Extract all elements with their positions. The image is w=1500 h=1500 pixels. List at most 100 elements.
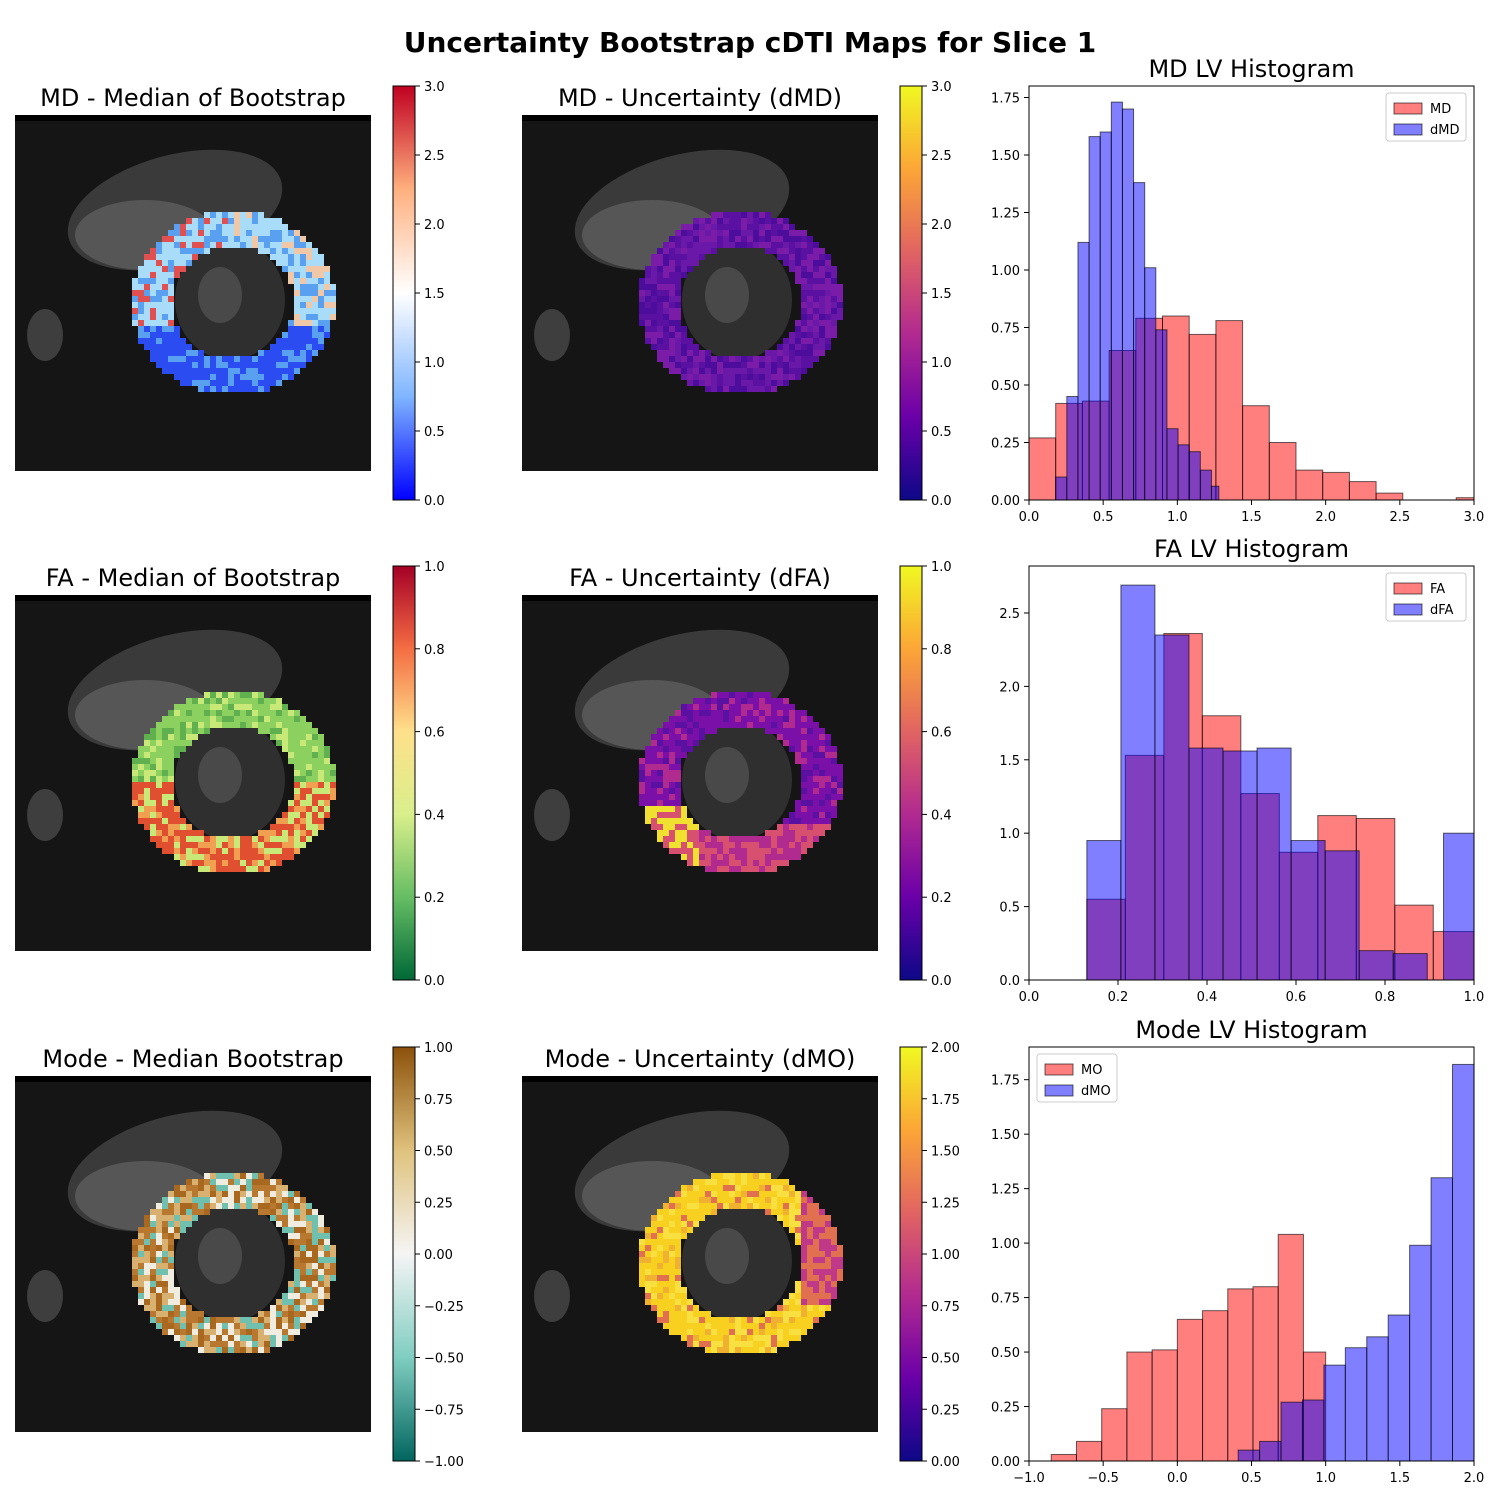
histogram-bar xyxy=(1133,182,1146,501)
colorbar-tick-label: 1.25 xyxy=(931,1196,960,1211)
map-panel: Mode - Median Bootstrap −1.00 −0.75 −0.50 −0… xyxy=(15,1041,464,1470)
colorbar-tick-label: 1.5 xyxy=(931,287,952,302)
histogram-bar xyxy=(1392,953,1428,981)
legend-swatch xyxy=(1393,582,1423,595)
x-tick-label: 1.5 xyxy=(1241,510,1262,525)
histogram-bar xyxy=(1301,1399,1325,1462)
y-tick-label: 1.5 xyxy=(999,754,1020,769)
legend-label: dFA xyxy=(1430,603,1454,618)
figure-title: Uncertainty Bootstrap cDTI Maps for Slic… xyxy=(404,26,1096,59)
colorbar-tick-label: 0.5 xyxy=(424,425,445,440)
histogram-series-dMO xyxy=(1237,1063,1475,1462)
legend-swatch xyxy=(1393,102,1423,115)
histogram-series-dMD xyxy=(1055,101,1220,501)
y-tick-label: 0.75 xyxy=(991,1292,1020,1307)
legend-label: dMO xyxy=(1081,1084,1111,1099)
chart-title: Mode LV Histogram xyxy=(1135,1016,1367,1044)
histogram-bar xyxy=(1268,442,1297,501)
colorbar-tick-label: 1.0 xyxy=(424,356,445,371)
histogram-bar xyxy=(1144,267,1157,501)
y-tick-label: 0.25 xyxy=(991,1401,1020,1416)
histogram-bar xyxy=(1323,1364,1346,1462)
histogram-bar xyxy=(1430,1177,1453,1462)
x-tick-label: 0.8 xyxy=(1375,990,1396,1005)
colorbar-tick-label: 1.5 xyxy=(424,287,445,302)
histogram-bar xyxy=(1259,1440,1282,1462)
y-tick-label: 0.00 xyxy=(991,1455,1020,1470)
legend-swatch xyxy=(1044,1063,1074,1076)
y-tick-label: 1.00 xyxy=(991,1237,1020,1252)
colorbar-tick-label: −0.75 xyxy=(424,1403,464,1418)
colorbar-tick-label: 1.0 xyxy=(424,560,445,575)
y-tick-label: 0.75 xyxy=(991,322,1020,337)
colorbar-tick-label: 1.0 xyxy=(931,356,952,371)
map-panel: MD - Uncertainty (dMD) 0.0 0.5 1.0 1.5 2.0 2.5… xyxy=(522,80,952,509)
map-panel: MD - Median of Bootstrap 0.0 0.5 1.0 1.5 2.0 2… xyxy=(15,80,445,509)
y-tick-label: 1.50 xyxy=(991,1128,1020,1143)
histogram-bar xyxy=(1443,832,1475,981)
x-tick-label: −0.5 xyxy=(1087,1471,1119,1486)
lv-ring-map xyxy=(132,212,336,392)
histogram-bar xyxy=(1290,840,1326,981)
colorbar-tick-label: 0.25 xyxy=(424,1196,453,1211)
histogram-bar xyxy=(1101,1408,1128,1462)
histogram-bar xyxy=(1256,747,1292,981)
colorbar-tick-label: −0.50 xyxy=(424,1352,464,1367)
map-title: FA - Uncertainty (dFA) xyxy=(569,564,831,592)
colorbar-tick-label: 1.50 xyxy=(931,1145,960,1160)
x-tick-label: 0.0 xyxy=(1019,990,1040,1005)
histogram-bar xyxy=(1055,476,1068,501)
map-title: Mode - Uncertainty (dMO) xyxy=(545,1045,856,1073)
colorbar-tick-label: 0.8 xyxy=(424,643,445,658)
histogram-bar xyxy=(1121,108,1135,501)
histogram-bar xyxy=(1151,1349,1178,1462)
x-tick-label: 2.0 xyxy=(1315,510,1336,525)
colorbar-tick-label: 2.0 xyxy=(931,218,952,233)
x-tick-label: 1.5 xyxy=(1389,1471,1410,1486)
y-tick-label: 1.00 xyxy=(991,264,1020,279)
lv-ring-map xyxy=(639,1173,843,1353)
histogram-bar xyxy=(1202,1310,1229,1462)
colorbar-tick-label: 0.4 xyxy=(931,808,952,823)
histogram-bar xyxy=(1126,1351,1153,1462)
colorbar: 0.0 0.2 0.4 0.6 0.8 1.0 xyxy=(392,560,445,989)
colorbar-tick-label: 2.00 xyxy=(931,1041,960,1056)
x-tick-label: 0.2 xyxy=(1108,990,1129,1005)
colorbar-tick-label: 0.00 xyxy=(931,1455,960,1470)
x-tick-label: 1.0 xyxy=(1315,1471,1336,1486)
axes-frame xyxy=(1028,565,1475,981)
colorbar-tick-label: 3.0 xyxy=(424,80,445,95)
legend: MD dMD xyxy=(1385,92,1467,142)
legend-label: FA xyxy=(1430,582,1445,597)
colorbar-tick-label: 2.0 xyxy=(424,218,445,233)
x-tick-label: 0.0 xyxy=(1167,1471,1188,1486)
histogram-bar xyxy=(1280,1401,1303,1462)
x-tick-label: 1.0 xyxy=(1167,510,1188,525)
map-title: FA - Median of Bootstrap xyxy=(46,564,341,592)
y-tick-label: 1.0 xyxy=(999,827,1020,842)
colorbar: 0.0 0.5 1.0 1.5 2.0 2.5 3.0 xyxy=(899,80,952,509)
colorbar-tick-label: 0.2 xyxy=(931,891,952,906)
lv-ring-map xyxy=(639,212,843,392)
lv-ring-map xyxy=(132,692,336,872)
histogram-bar xyxy=(1166,428,1179,501)
legend: MO dMO xyxy=(1036,1053,1118,1103)
histogram-chart: FA LV Histogram 0.0 0.2 0.4 0.6 0.8 1.0 0.0 0.5 1… xyxy=(999,535,1484,1005)
colorbar: −1.00 −0.75 −0.50 −0.25 0.00 0.25 0.50 0.75 1.00 xyxy=(392,1041,464,1470)
histogram-bar xyxy=(1120,584,1156,981)
colorbar-tick-label: 1.00 xyxy=(424,1041,453,1056)
histogram-bar xyxy=(1358,950,1394,981)
histogram-bar xyxy=(1176,1318,1204,1462)
x-tick-label: 0.5 xyxy=(1093,510,1114,525)
x-tick-label: −1.0 xyxy=(1013,1471,1045,1486)
histogram-bar xyxy=(1322,471,1350,501)
y-tick-label: 2.0 xyxy=(999,680,1020,695)
histogram-bar xyxy=(1375,492,1404,501)
colorbar-tick-label: 1.75 xyxy=(931,1093,960,1108)
x-tick-label: 0.6 xyxy=(1286,990,1307,1005)
map-panel: FA - Median of Bootstrap 0.0 0.2 0.4 0.6 0.8 1… xyxy=(15,560,445,989)
legend-swatch xyxy=(1393,603,1423,616)
histogram-chart: Mode LV Histogram −1.0 −0.5 0.0 0.5 1.0 1.5 2.0… xyxy=(991,1016,1484,1486)
y-tick-label: 1.75 xyxy=(991,92,1020,107)
